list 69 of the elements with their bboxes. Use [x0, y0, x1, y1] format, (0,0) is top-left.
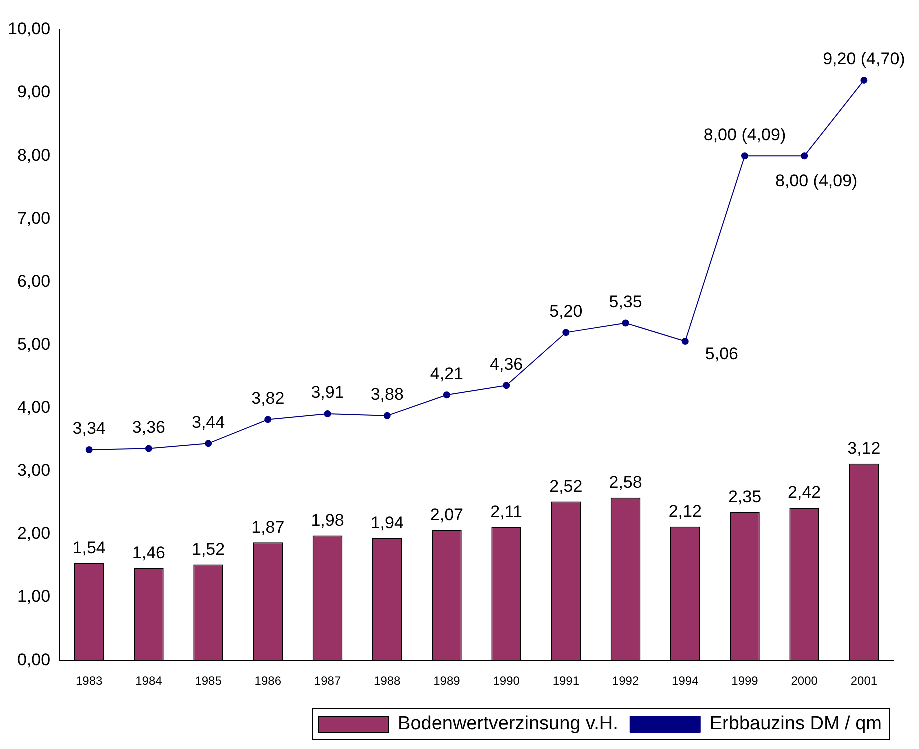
x-tick-label: 1992	[612, 674, 640, 688]
data-label: 2,42	[788, 483, 822, 502]
legend-label: Bodenwertverzinsung v.H.	[398, 714, 618, 735]
data-label: 1,52	[192, 540, 226, 559]
data-label: 3,36	[132, 418, 166, 437]
y-tick-label: 0,00	[17, 650, 51, 670]
point	[741, 152, 748, 160]
data-label: 3,88	[370, 385, 404, 404]
legend-label: Erbbauzins DM / qm	[710, 714, 882, 735]
x-tick-label: 1988	[374, 674, 402, 688]
x-tick-label: 1985	[195, 674, 222, 688]
data-label: 3,91	[311, 383, 344, 402]
point	[503, 382, 510, 390]
x-tick-label: 2000	[791, 674, 818, 688]
data-label: 5,35	[609, 292, 642, 312]
data-label: 8,00 (4,09)	[775, 171, 858, 190]
data-label: 4,36	[490, 354, 524, 374]
data-label: 2,58	[609, 473, 642, 492]
data-label: 2,07	[430, 505, 464, 524]
x-tick-label: 1983	[76, 674, 104, 688]
data-label: 8,00 (4,09)	[704, 125, 786, 144]
data-label: 1,94	[370, 513, 404, 532]
data-label: 9,20 (4,70)	[823, 50, 906, 69]
point	[145, 445, 152, 452]
y-tick-label: 1,00	[17, 587, 51, 606]
y-tick-label: 5,00	[17, 334, 51, 354]
y-tick-label: 2,00	[17, 524, 51, 544]
y-tick-label: 10,00	[8, 20, 51, 39]
point	[324, 410, 332, 418]
x-tick-label: 1999	[732, 674, 759, 688]
point	[562, 329, 570, 336]
y-tick-label: 8,00	[17, 146, 51, 165]
point	[622, 320, 630, 327]
data-label: 3,82	[252, 388, 285, 408]
data-label: 3,44	[192, 412, 226, 432]
data-label: 1,46	[132, 544, 166, 563]
data-label: 4,21	[430, 364, 464, 384]
x-tick-label: 1994	[672, 674, 700, 688]
data-label: 2,52	[550, 476, 583, 496]
data-label: 5,20	[550, 302, 583, 321]
point	[384, 412, 391, 420]
x-tick-label: 2001	[850, 674, 878, 688]
y-tick-label: 3,00	[17, 461, 51, 480]
point	[443, 392, 450, 399]
point	[682, 338, 689, 346]
data-label: 5,06	[705, 344, 738, 364]
x-tick-label: 1987	[314, 674, 342, 688]
point	[801, 152, 808, 160]
x-tick-label: 1986	[254, 674, 282, 688]
point	[860, 76, 868, 84]
point	[264, 416, 272, 424]
y-tick-label: 7,00	[17, 208, 51, 228]
point	[205, 440, 212, 448]
point	[86, 446, 93, 454]
x-tick-label: 1984	[136, 674, 163, 688]
x-tick-label: 1990	[493, 674, 520, 688]
data-label: 1,54	[72, 538, 106, 558]
x-tick-label: 1989	[434, 674, 461, 688]
data-label: 3,12	[848, 439, 881, 458]
data-label: 1,98	[311, 510, 344, 530]
data-label: 2,35	[728, 488, 762, 507]
y-tick-label: 6,00	[17, 272, 51, 291]
data-label: 2,11	[490, 502, 522, 522]
x-tick-label: 1991	[552, 674, 580, 688]
y-tick-label: 9,00	[17, 82, 51, 102]
data-label: 3,34	[72, 419, 106, 438]
data-label: 2,12	[668, 502, 702, 522]
y-tick-label: 4,00	[17, 398, 51, 418]
data-label: 1,87	[252, 518, 285, 537]
